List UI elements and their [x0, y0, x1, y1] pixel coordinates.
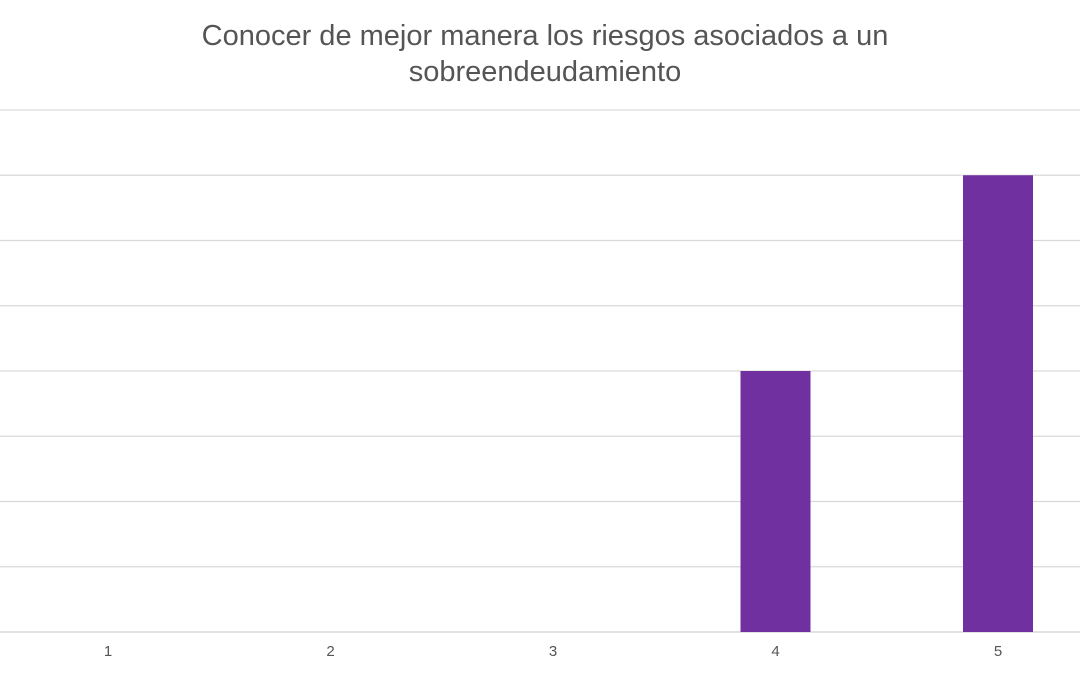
bar-5 — [963, 175, 1033, 632]
x-tick-label-2: 2 — [326, 643, 334, 660]
bar-4 — [740, 371, 811, 632]
x-tick-label-1: 1 — [104, 643, 112, 660]
x-tick-label-4: 4 — [771, 643, 779, 660]
x-tick-label-5: 5 — [994, 643, 1002, 660]
chart-title: Conocer de mejor manera los riesgos asoc… — [201, 20, 889, 88]
bars — [740, 175, 1033, 632]
grid-lines — [0, 109, 1080, 633]
x-tick-label-3: 3 — [549, 643, 557, 660]
x-axis-tick-labels: 1 2 3 4 5 — [104, 643, 1002, 660]
